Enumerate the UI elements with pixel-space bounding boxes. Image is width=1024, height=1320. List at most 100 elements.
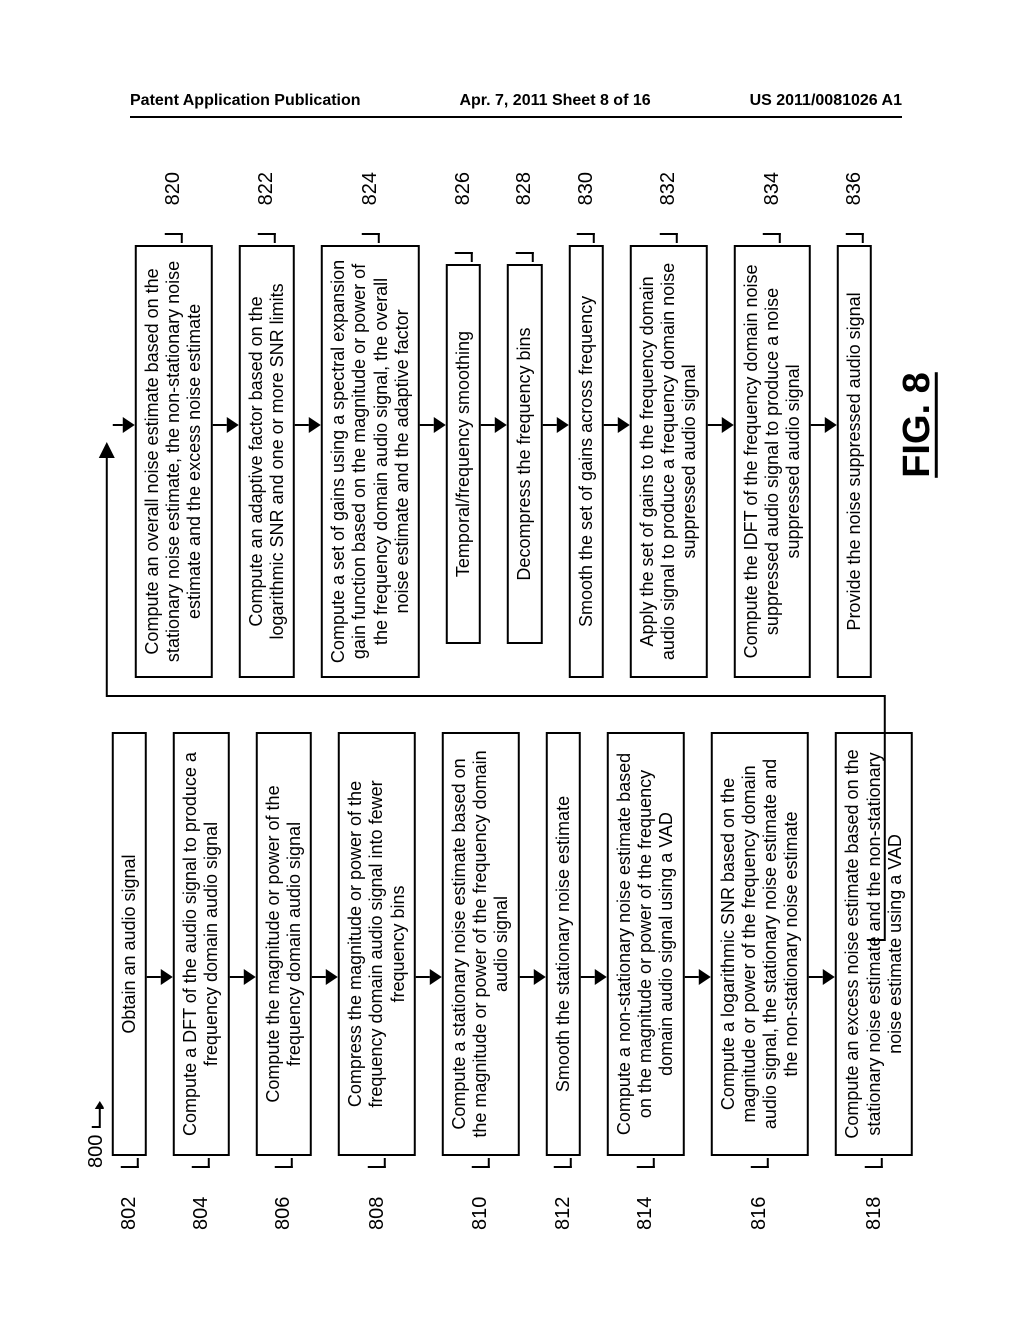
flow-step-box: Apply the set of gains to the frequency … bbox=[630, 245, 708, 678]
flow-step-box: Decompress the frequency bins bbox=[507, 264, 542, 644]
flowchart: 800 802 Obtain an audio signal 804 Compu… bbox=[85, 170, 939, 1230]
down-arrow-icon bbox=[542, 417, 568, 433]
down-arrow-icon bbox=[707, 417, 733, 433]
step-ref: 824 bbox=[359, 172, 382, 233]
figure-label: FIG. 8 bbox=[896, 372, 939, 478]
header-right: US 2011/0081026 A1 bbox=[750, 92, 902, 110]
step-row: Smooth the set of gains across frequency… bbox=[568, 172, 603, 678]
step-ref: 814 bbox=[634, 1168, 657, 1230]
flow-step-box: Temporal/frequency smoothing bbox=[446, 264, 481, 644]
flow-step-box: Smooth the stationary noise estimate bbox=[545, 732, 580, 1156]
step-ref: 808 bbox=[365, 1168, 388, 1230]
step-row: 806 Compute the magnitude or power of th… bbox=[255, 724, 311, 1230]
down-arrow-icon bbox=[229, 969, 255, 985]
leader-line bbox=[516, 252, 534, 262]
flow-ref-text: 800 bbox=[85, 1135, 107, 1168]
step-ref: 828 bbox=[513, 172, 536, 252]
flow-step-box: Compute an overall noise estimate based … bbox=[135, 245, 213, 678]
step-row: 818 Compute an excess noise estimate bas… bbox=[835, 724, 913, 1230]
down-arrow-icon bbox=[420, 417, 446, 433]
flow-step-box: Compute a DFT of the audio signal to pro… bbox=[173, 732, 229, 1156]
step-ref: 806 bbox=[272, 1168, 295, 1230]
header-rule bbox=[130, 116, 902, 118]
step-row: 816 Compute a logarithmic SNR based on t… bbox=[710, 724, 809, 1230]
step-row: Compute an adaptive factor based on the … bbox=[238, 172, 294, 678]
step-ref: 830 bbox=[574, 172, 597, 233]
step-ref: 818 bbox=[863, 1168, 886, 1230]
down-arrow-icon bbox=[481, 417, 507, 433]
down-arrow-icon bbox=[113, 417, 135, 433]
leader-line bbox=[471, 1158, 489, 1168]
step-row: 812 Smooth the stationary noise estimate bbox=[545, 724, 580, 1230]
step-ref: 812 bbox=[551, 1168, 574, 1230]
flowchart-rotated-container: 800 802 Obtain an audio signal 804 Compu… bbox=[85, 170, 939, 1230]
leader-line bbox=[361, 233, 379, 243]
step-ref: 836 bbox=[843, 172, 866, 233]
flow-step-box: Compute a stationary noise estimate base… bbox=[442, 732, 520, 1156]
step-row: Provide the noise suppressed audio signa… bbox=[837, 172, 872, 678]
leader-line bbox=[751, 1158, 769, 1168]
step-ref: 810 bbox=[469, 1168, 492, 1230]
flow-step-box: Provide the noise suppressed audio signa… bbox=[837, 245, 872, 678]
leader-line bbox=[454, 252, 472, 262]
step-ref: 816 bbox=[748, 1168, 771, 1230]
step-row: 802 Obtain an audio signal bbox=[112, 724, 147, 1230]
step-row: Compute a set of gains using a spectral … bbox=[321, 172, 420, 678]
step-ref: 822 bbox=[255, 172, 278, 233]
leader-line bbox=[846, 233, 864, 243]
down-arrow-icon bbox=[684, 969, 710, 985]
leader-line bbox=[120, 1158, 138, 1168]
leader-line bbox=[865, 1158, 883, 1168]
hook-arrow-icon bbox=[90, 1101, 104, 1129]
flow-column-right: Compute an overall noise estimate based … bbox=[85, 172, 939, 678]
header-left: Patent Application Publication bbox=[130, 92, 361, 110]
leader-line bbox=[763, 233, 781, 243]
flow-step-box: Smooth the set of gains across frequency bbox=[568, 245, 603, 678]
leader-line bbox=[165, 233, 183, 243]
step-ref: 832 bbox=[657, 172, 680, 233]
down-arrow-icon bbox=[147, 969, 173, 985]
down-arrow-icon bbox=[581, 969, 607, 985]
flow-step-box: Compute a logarithmic SNR based on the m… bbox=[710, 732, 809, 1156]
step-row: Apply the set of gains to the frequency … bbox=[630, 172, 708, 678]
flow-step-box: Obtain an audio signal bbox=[112, 732, 147, 1156]
leader-line bbox=[258, 233, 276, 243]
leader-line bbox=[192, 1158, 210, 1168]
down-arrow-icon bbox=[811, 417, 837, 433]
flow-column-left: 800 802 Obtain an audio signal 804 Compu… bbox=[85, 724, 913, 1230]
leader-line bbox=[275, 1158, 293, 1168]
page-header: Patent Application Publication Apr. 7, 2… bbox=[130, 92, 902, 110]
step-ref: 826 bbox=[452, 172, 475, 252]
step-row: 808 Compress the magnitude or power of t… bbox=[338, 724, 416, 1230]
flow-step-box: Compute the magnitude or power of the fr… bbox=[255, 732, 311, 1156]
step-row: 814 Compute a non-stationary noise estim… bbox=[607, 724, 685, 1230]
flow-step-box: Compute an adaptive factor based on the … bbox=[238, 245, 294, 678]
flow-step-box: Compute an excess noise estimate based o… bbox=[835, 732, 913, 1156]
step-row: 810 Compute a stationary noise estimate … bbox=[442, 724, 520, 1230]
down-arrow-icon bbox=[809, 969, 835, 985]
step-row: Compute the IDFT of the frequency domain… bbox=[733, 172, 811, 678]
leader-line bbox=[577, 233, 595, 243]
leader-line bbox=[554, 1158, 572, 1168]
leader-line bbox=[636, 1158, 654, 1168]
flow-step-box: Compress the magnitude or power of the f… bbox=[338, 732, 416, 1156]
step-row: 804 Compute a DFT of the audio signal to… bbox=[173, 724, 229, 1230]
step-ref: 802 bbox=[118, 1168, 141, 1230]
step-ref: 804 bbox=[190, 1168, 213, 1230]
step-row: Temporal/frequency smoothing 826 bbox=[446, 172, 481, 678]
page: Patent Application Publication Apr. 7, 2… bbox=[0, 0, 1024, 1320]
down-arrow-icon bbox=[295, 417, 321, 433]
down-arrow-icon bbox=[519, 969, 545, 985]
down-arrow-icon bbox=[212, 417, 238, 433]
step-row: Decompress the frequency bins 828 bbox=[507, 172, 542, 678]
step-ref: 820 bbox=[162, 172, 185, 233]
flow-step-box: Compute a non-stationary noise estimate … bbox=[607, 732, 685, 1156]
flow-step-box: Compute a set of gains using a spectral … bbox=[321, 245, 420, 678]
flow-step-box: Compute the IDFT of the frequency domain… bbox=[733, 245, 811, 678]
down-arrow-icon bbox=[416, 969, 442, 985]
header-center: Apr. 7, 2011 Sheet 8 of 16 bbox=[459, 92, 650, 110]
leader-line bbox=[659, 233, 677, 243]
leader-line bbox=[368, 1158, 386, 1168]
step-row: Compute an overall noise estimate based … bbox=[135, 172, 213, 678]
down-arrow-icon bbox=[312, 969, 338, 985]
